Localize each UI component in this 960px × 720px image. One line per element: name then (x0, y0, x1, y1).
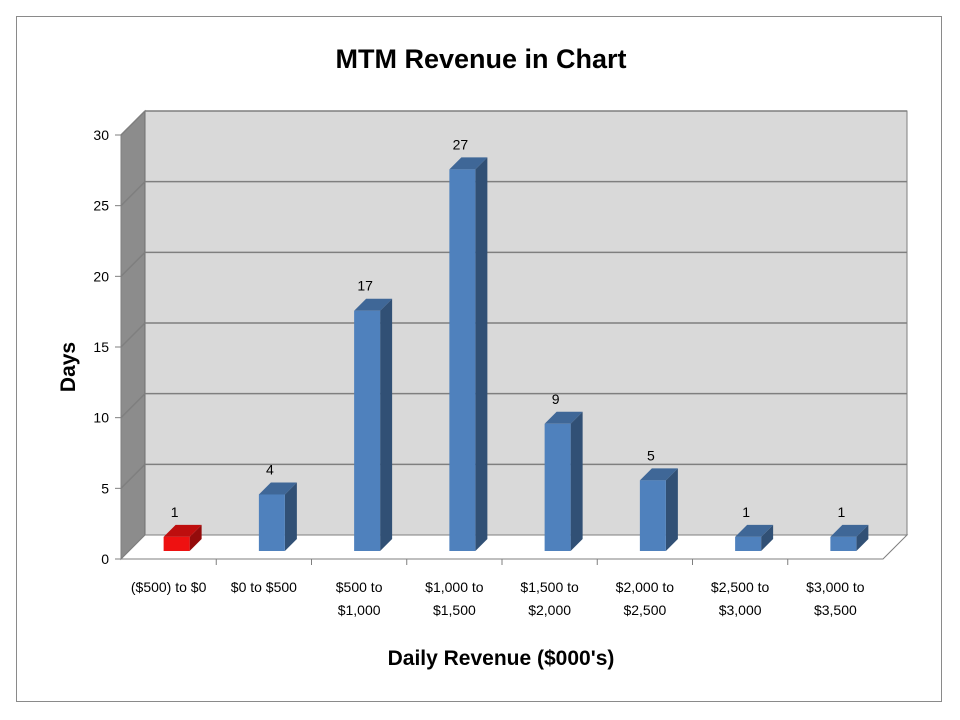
data-label: 17 (357, 278, 373, 294)
bar (830, 524, 869, 551)
bar-top (258, 482, 297, 495)
bar-front (163, 536, 190, 551)
bar-top (639, 468, 678, 481)
y-tick-label: 30 (93, 127, 109, 143)
bar (354, 298, 393, 551)
bar-top (735, 524, 774, 537)
gridline-side (120, 463, 146, 489)
x-tick-label: $3,500 (814, 602, 857, 618)
x-tick-label: $1,500 to (520, 579, 579, 595)
x-axis-ticks: ($500) to $0 $0 to $500 $500 to $1,000 $1,00… (121, 558, 883, 618)
bar (735, 524, 774, 551)
gridline-side (120, 181, 146, 207)
bar-top (354, 298, 393, 311)
x-axis-title: Daily Revenue ($000's) (388, 647, 615, 670)
gridline-side (120, 322, 146, 348)
data-label: 4 (266, 461, 274, 477)
y-tick-label: 25 (93, 198, 109, 214)
bar-front (830, 536, 857, 551)
chart-walls (119, 109, 909, 561)
bar-front (449, 169, 476, 551)
y-tick-label: 10 (93, 410, 109, 426)
x-tick-label: $1,500 (433, 602, 476, 618)
x-tick-label: $2,000 to (616, 579, 675, 595)
x-tick-label: $1,000 (338, 602, 381, 618)
x-tick-label: $2,500 to (711, 579, 770, 595)
bar-top (163, 524, 202, 537)
bar-side (856, 524, 869, 551)
x-tick-label: $0 to $500 (231, 579, 297, 595)
y-axis-ticks: 0 5 10 15 20 25 30 (93, 127, 122, 567)
bar-top (544, 411, 583, 424)
data-label: 1 (742, 504, 750, 520)
data-label: 5 (647, 447, 655, 463)
chart-svg: 1 4 17 27 9 5 1 1 0 5 10 15 20 25 30 ($500) to $0 $0 t… (57, 44, 909, 670)
bar-side (284, 482, 297, 551)
data-label: 27 (453, 136, 469, 152)
y-axis-title: Days (57, 342, 80, 392)
y-tick-label: 20 (93, 268, 109, 284)
gridline-side (120, 251, 146, 277)
x-tick-label: $500 to (336, 579, 383, 595)
bar-side (189, 524, 202, 551)
bar-top (449, 157, 488, 170)
y-tick-label: 5 (101, 480, 109, 496)
gridlines (120, 110, 907, 489)
bar-side (761, 524, 774, 551)
x-tick-label: ($500) to $0 (131, 579, 207, 595)
x-tick-label: $2,000 (528, 602, 571, 618)
bar-front (354, 310, 381, 551)
y-tick-label: 0 (101, 551, 109, 567)
y-tick-label: 15 (93, 339, 109, 355)
bar-side (570, 411, 583, 551)
x-tick-label: $2,500 (623, 602, 666, 618)
bar-front (544, 423, 571, 551)
data-label: 9 (552, 391, 560, 407)
bars (163, 157, 869, 551)
bar-top (830, 524, 869, 537)
data-label: 1 (171, 504, 179, 520)
chart-title: MTM Revenue in Chart (335, 44, 626, 74)
bar (449, 157, 488, 551)
chart-frame: 1 4 17 27 9 5 1 1 0 5 10 15 20 25 30 ($500) to $0 $0 t… (16, 16, 942, 702)
floor (119, 534, 909, 560)
bar-side (665, 468, 678, 551)
data-labels: 1 4 17 27 9 5 1 1 (171, 136, 846, 519)
bar-front (258, 494, 285, 551)
x-tick-label: $3,000 (719, 602, 762, 618)
bar-side (475, 157, 488, 551)
bar-front (639, 480, 666, 551)
gridline-side (120, 393, 146, 419)
bar (544, 411, 583, 551)
bar-side (380, 298, 393, 551)
data-label: 1 (837, 504, 845, 520)
bar-front (735, 536, 762, 551)
x-tick-label: $3,000 to (806, 579, 865, 595)
bar (258, 482, 297, 551)
gridline-side (120, 110, 146, 136)
bar (163, 524, 202, 551)
bar (639, 468, 678, 551)
x-tick-label: $1,000 to (425, 579, 484, 595)
